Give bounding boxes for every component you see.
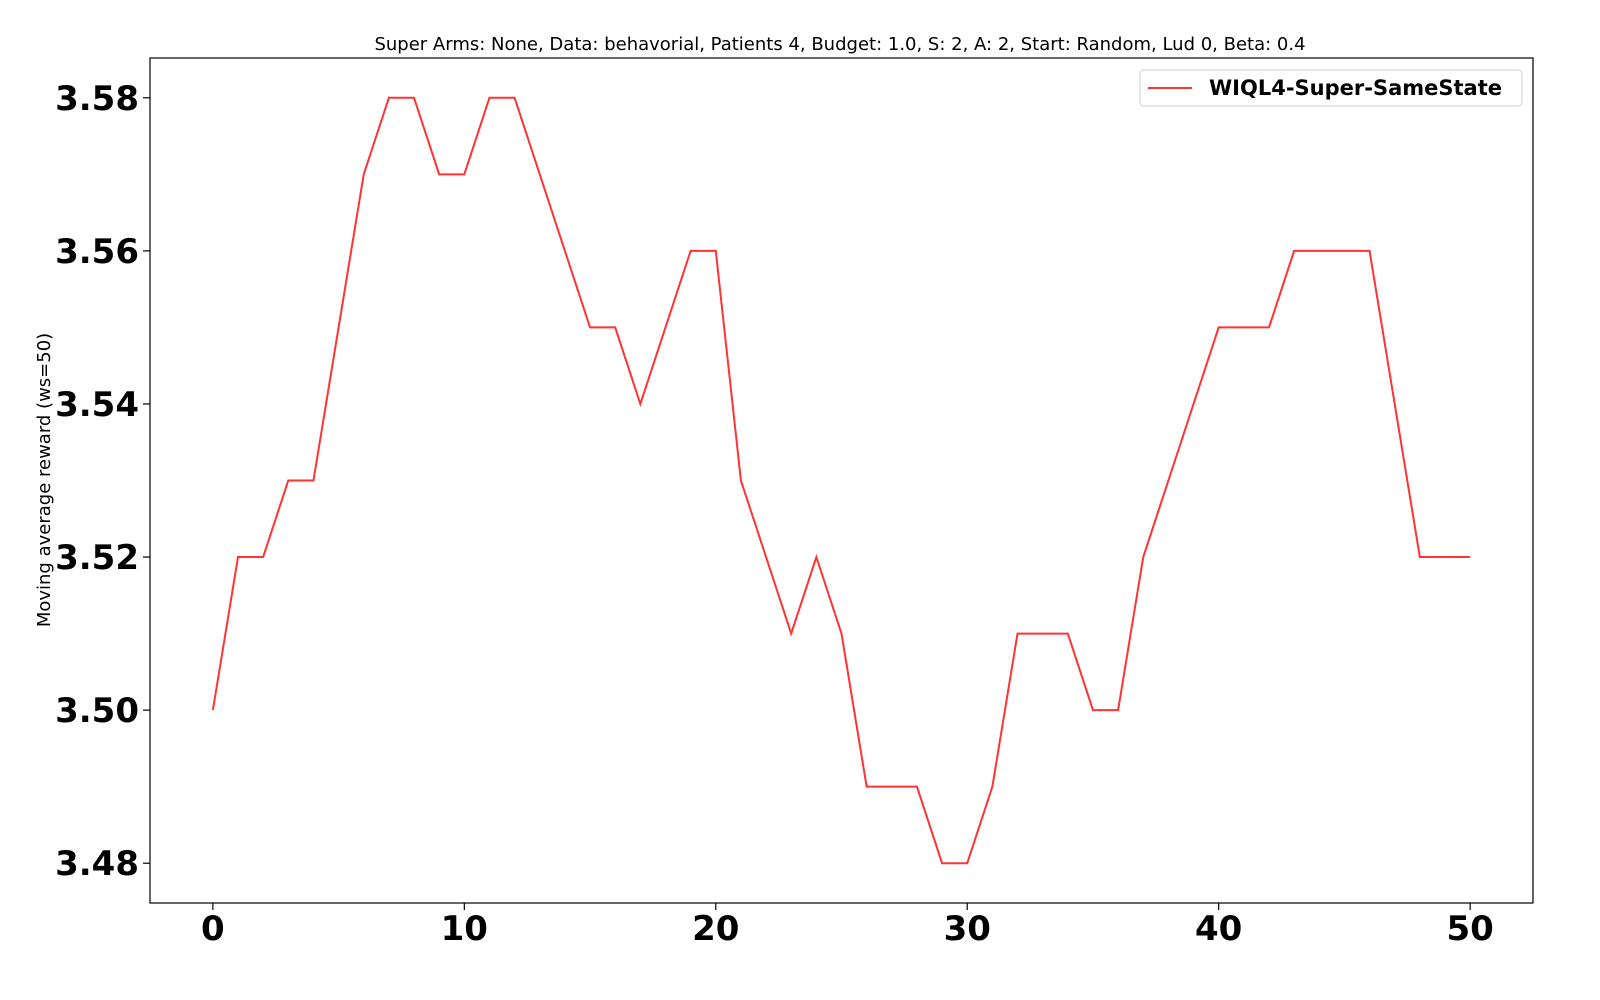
axes: 0 10 20 30 40 50 3.48 3.50 3.52 3.54 3.56 3.58 bbox=[55, 57, 1534, 949]
y-axis-label: Moving average reward (ws=50) bbox=[34, 333, 55, 627]
x-tick-label: 10 bbox=[441, 909, 488, 949]
legend-box bbox=[1139, 69, 1523, 107]
y-tick-label: 3.56 bbox=[55, 232, 139, 272]
series-line-0 bbox=[211, 96, 1471, 865]
x-tick-label: 20 bbox=[692, 909, 739, 949]
x-tick-label: 50 bbox=[1446, 909, 1493, 949]
plot-area bbox=[211, 96, 1471, 865]
x-tick-label: 30 bbox=[944, 909, 991, 949]
chart-title: Super Arms: None, Data: behavorial, Pati… bbox=[374, 34, 1305, 55]
legend-entry-label: WIQL4-Super-SameState bbox=[1209, 76, 1502, 100]
y-tick-label: 3.54 bbox=[55, 385, 139, 425]
x-tick-label: 40 bbox=[1195, 909, 1242, 949]
legend: WIQL4-Super-SameState bbox=[1139, 69, 1523, 107]
y-tick-label: 3.50 bbox=[55, 691, 139, 731]
plot-frame bbox=[149, 57, 1534, 904]
y-tick-label: 3.52 bbox=[55, 538, 139, 578]
y-tick-label: 3.58 bbox=[55, 79, 139, 119]
y-tick-label: 3.48 bbox=[55, 844, 139, 884]
x-tick-label: 0 bbox=[201, 909, 225, 949]
